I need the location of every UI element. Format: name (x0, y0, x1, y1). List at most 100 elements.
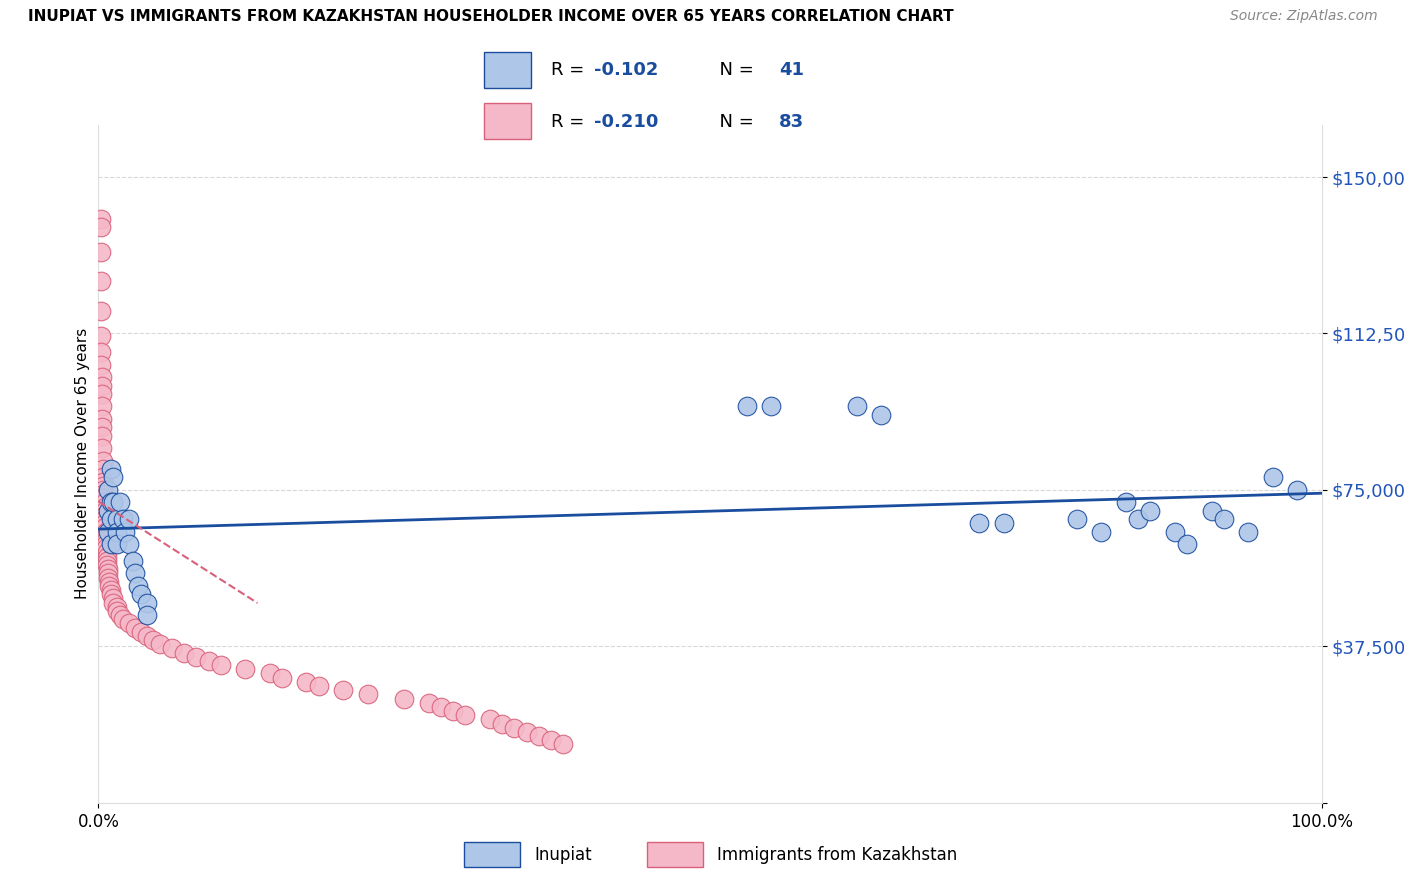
Point (270, 671, 294, 685)
Point (1066, 512, 1088, 526)
Text: 41: 41 (779, 62, 804, 79)
Point (160, 641, 183, 656)
Point (1201, 504, 1223, 518)
Point (90, 245, 112, 260)
Point (233, 662, 256, 676)
Point (111, 512, 134, 526)
Point (91, 420, 114, 434)
Point (127, 579, 149, 593)
Point (392, 691, 416, 706)
Point (91, 412, 114, 426)
Point (149, 637, 172, 651)
Bar (484, 52, 531, 87)
Point (93, 508, 115, 522)
Point (1128, 512, 1150, 526)
Bar (464, 842, 520, 867)
Point (111, 612, 134, 626)
Point (100, 512, 122, 526)
Point (197, 654, 219, 668)
Point (1139, 504, 1161, 518)
Point (761, 400, 783, 414)
Point (121, 554, 143, 568)
Point (96, 554, 118, 568)
Point (101, 591, 124, 606)
Point (503, 721, 526, 735)
Point (1175, 537, 1198, 551)
Point (870, 408, 893, 422)
Point (98, 574, 121, 589)
Text: R =: R = (551, 62, 589, 79)
Point (100, 537, 122, 551)
Point (97, 504, 120, 518)
Point (94, 533, 117, 547)
Point (105, 524, 128, 539)
Point (96, 558, 118, 572)
Point (118, 512, 141, 526)
Point (454, 708, 477, 723)
Point (105, 537, 128, 551)
Point (124, 621, 146, 635)
Point (356, 687, 378, 701)
Point (91, 441, 114, 455)
Point (105, 604, 128, 618)
Point (91, 483, 114, 497)
Point (90, 303, 112, 318)
Point (91, 491, 114, 506)
Point (93, 520, 115, 534)
Point (129, 587, 152, 601)
Point (97, 483, 120, 497)
Point (97, 566, 120, 581)
Text: 83: 83 (779, 112, 804, 130)
Point (90, 358, 112, 372)
Point (142, 633, 165, 648)
Point (308, 679, 330, 693)
Point (105, 599, 128, 614)
Point (94, 537, 117, 551)
Point (101, 596, 124, 610)
Point (1237, 524, 1260, 539)
Point (91, 387, 114, 401)
Point (1212, 512, 1234, 526)
Point (259, 666, 281, 681)
Point (1286, 483, 1309, 497)
Point (295, 674, 318, 689)
Y-axis label: Householder Income Over 65 years: Householder Income Over 65 years (75, 328, 90, 599)
Point (100, 495, 122, 509)
Point (136, 629, 159, 643)
Point (93, 516, 115, 531)
Point (96, 549, 118, 564)
Point (91, 453, 114, 467)
Bar (647, 842, 703, 867)
Point (97, 570, 120, 584)
Point (101, 470, 124, 484)
Text: R =: R = (551, 112, 589, 130)
Point (430, 699, 453, 714)
Text: Source: ZipAtlas.com: Source: ZipAtlas.com (1230, 9, 1378, 23)
Text: Immigrants from Kazakhstan: Immigrants from Kazakhstan (717, 846, 957, 863)
Point (441, 704, 464, 718)
Point (100, 582, 122, 597)
Point (96, 545, 118, 559)
Point (91, 400, 114, 414)
Point (1261, 470, 1284, 484)
Point (91, 470, 114, 484)
Point (491, 716, 513, 731)
Point (105, 512, 128, 526)
Point (90, 220, 112, 235)
Point (118, 537, 141, 551)
Point (967, 516, 990, 531)
Point (91, 378, 114, 392)
Point (110, 608, 132, 623)
Point (1090, 524, 1112, 539)
Point (98, 579, 121, 593)
Point (1115, 495, 1137, 509)
Point (94, 524, 117, 539)
Point (101, 495, 124, 509)
Point (118, 616, 141, 631)
Point (90, 211, 112, 226)
Point (91, 428, 114, 442)
Text: -0.102: -0.102 (593, 62, 658, 79)
Point (515, 724, 537, 739)
Bar (484, 103, 531, 139)
Text: N =: N = (709, 62, 759, 79)
